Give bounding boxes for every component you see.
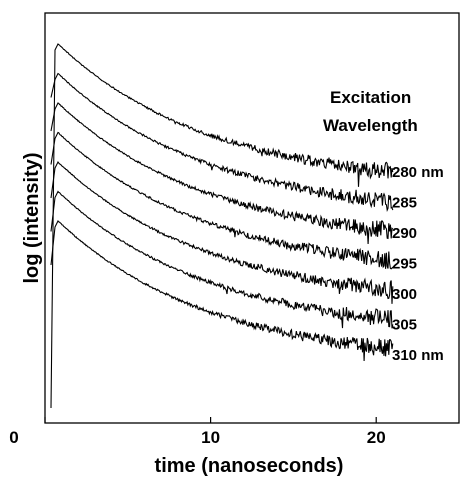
series-line-6 — [51, 192, 393, 329]
series-line-5 — [51, 162, 393, 304]
x-tick-label: 20 — [367, 428, 386, 447]
x-ticks: 0 10 20 — [9, 417, 385, 447]
series-label-5: 300 — [392, 286, 417, 303]
series-line-4 — [51, 133, 393, 269]
x-tick-label: 10 — [201, 428, 220, 447]
series-label-7: 310 nm — [392, 347, 444, 364]
legend-title-line-2: Wavelength — [323, 116, 418, 135]
series-label-6: 305 — [392, 317, 417, 334]
y-axis-title: log (intensity) — [21, 152, 43, 283]
series-line-7 — [51, 221, 393, 361]
series-label-1: 280 nm — [392, 164, 444, 181]
x-axis-title: time (nanoseconds) — [155, 455, 344, 477]
series-label-3: 290 — [392, 225, 417, 242]
series-label-2: 285 — [392, 195, 417, 212]
x-tick-label: 0 — [9, 428, 18, 447]
series-label-4: 295 — [392, 256, 417, 273]
legend-title-line-1: Excitation — [330, 88, 411, 107]
series-labels: 280 nm 285 290 295 300 305 310 nm — [392, 164, 444, 364]
